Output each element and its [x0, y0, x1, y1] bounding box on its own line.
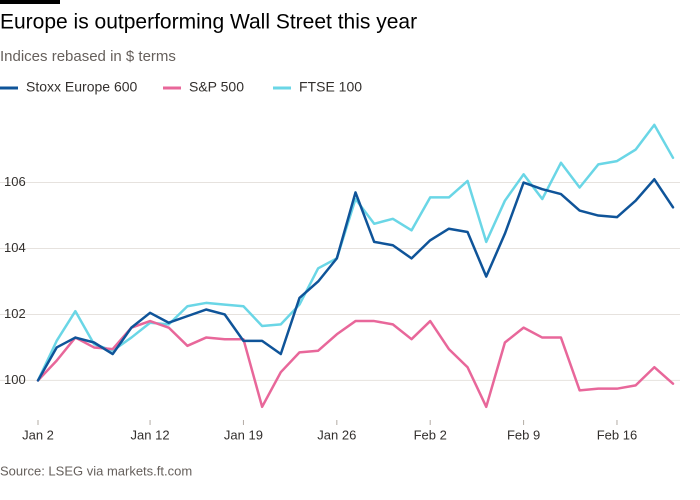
plot-area	[36, 123, 675, 409]
y-tick-label: 100	[4, 372, 26, 387]
y-tick-label: 102	[4, 306, 26, 321]
title-bar	[0, 0, 60, 4]
legend-label: FTSE 100	[299, 79, 362, 95]
source-note: Source: LSEG via markets.ft.com	[0, 463, 192, 478]
x-tick-label: Feb 2	[414, 427, 447, 442]
x-tick-label: Jan 26	[317, 427, 356, 442]
series-line	[36, 178, 675, 382]
y-tick-label: 104	[4, 240, 26, 255]
x-tick-label: Feb 9	[507, 427, 540, 442]
chart-subtitle: Indices rebased in $ terms	[0, 48, 176, 65]
series-line	[36, 319, 675, 409]
legend-label: S&P 500	[189, 79, 244, 95]
grid: 100 102 104 106 Jan 2 Jan 12 Jan 19 Jan 26 Feb 2…	[0, 174, 680, 442]
x-tick-label: Jan 2	[22, 427, 54, 442]
chart-title: Europe is outperforming Wall Street this…	[0, 11, 417, 34]
x-tick-label: Jan 19	[224, 427, 263, 442]
series-line	[36, 123, 675, 382]
y-tick-label: 106	[4, 174, 26, 189]
legend-label: Stoxx Europe 600	[26, 79, 138, 95]
legend: Stoxx Europe 600 S&P 500 FTSE 100	[0, 79, 362, 95]
x-tick-label: Jan 12	[131, 427, 170, 442]
x-tick-label: Feb 16	[597, 427, 637, 442]
